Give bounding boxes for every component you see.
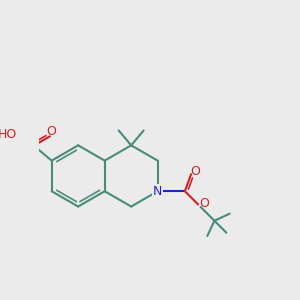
Text: O: O (199, 196, 209, 210)
Text: O: O (190, 165, 200, 178)
Text: O: O (46, 125, 56, 138)
Text: HO: HO (0, 128, 17, 142)
Text: N: N (153, 185, 162, 198)
